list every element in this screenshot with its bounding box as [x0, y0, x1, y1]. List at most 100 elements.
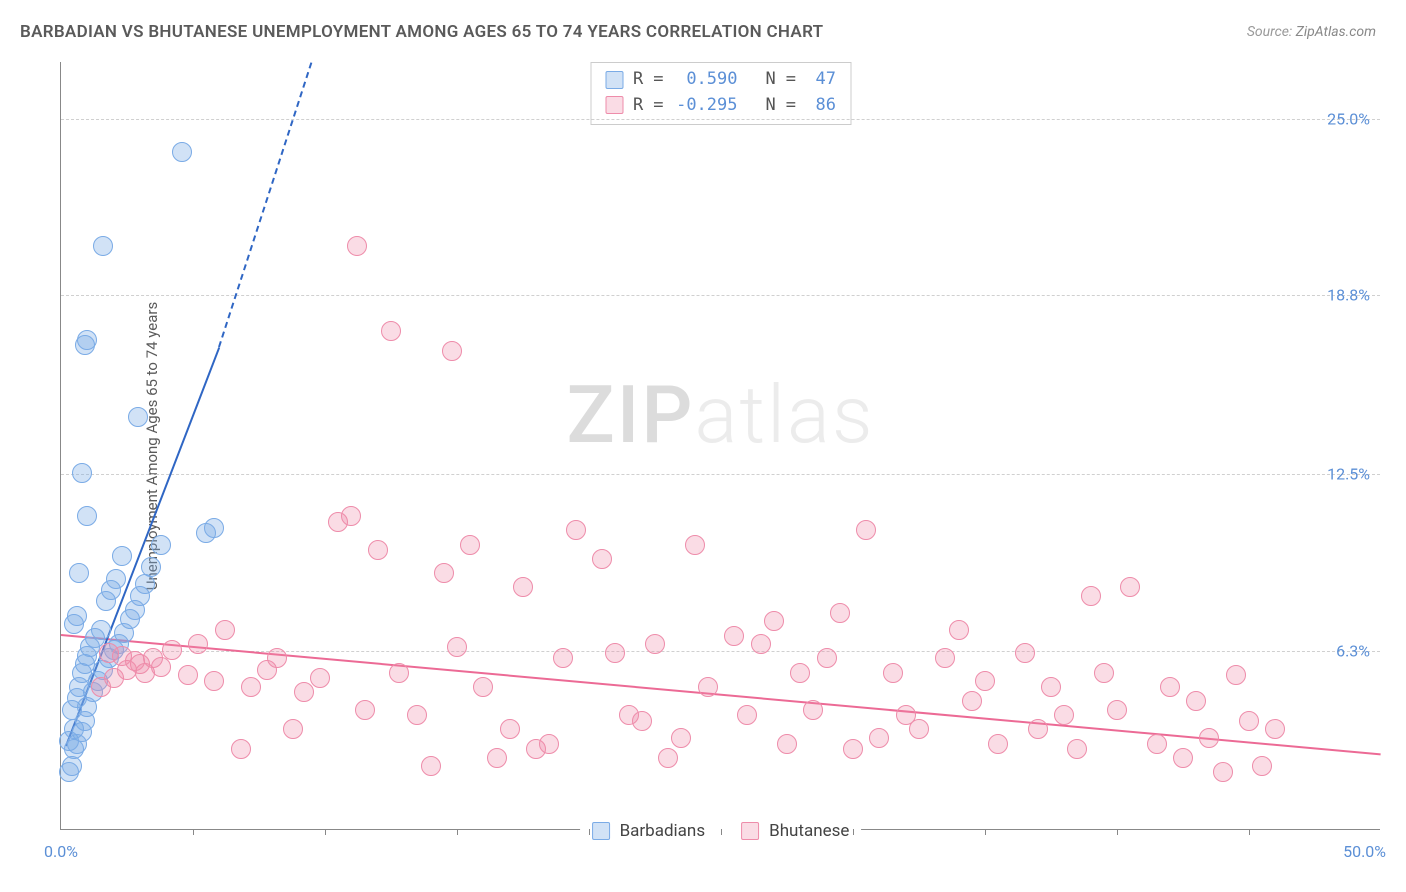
marker-bhutanese: [328, 512, 348, 532]
marker-bhutanese: [1186, 691, 1206, 711]
marker-bhutanese: [125, 651, 145, 671]
marker-barbadians: [112, 546, 132, 566]
marker-bhutanese: [283, 719, 303, 739]
marker-barbadians: [69, 563, 89, 583]
watermark-atlas: atlas: [694, 368, 874, 462]
marker-bhutanese: [658, 748, 678, 768]
source-label: Source:: [1247, 24, 1292, 40]
marker-bhutanese: [473, 677, 493, 697]
y-tick-label: 6.3%: [1336, 641, 1370, 660]
marker-bhutanese: [764, 611, 784, 631]
marker-bhutanese: [231, 739, 251, 759]
marker-bhutanese: [117, 660, 137, 680]
x-tick: [1117, 829, 1118, 835]
x-tick: [457, 829, 458, 835]
marker-barbadians: [77, 330, 97, 350]
marker-bhutanese: [368, 540, 388, 560]
marker-barbadians: [141, 557, 161, 577]
x-tick: [325, 829, 326, 835]
legend-item-barbadians: Barbadians: [592, 821, 706, 841]
marker-bhutanese: [381, 321, 401, 341]
marker-bhutanese: [724, 626, 744, 646]
marker-bhutanese: [988, 734, 1008, 754]
marker-barbadians: [59, 762, 79, 782]
source-value: ZipAtlas.com: [1296, 24, 1376, 40]
gridline: [61, 119, 1380, 120]
legend-r-label: R: [633, 93, 643, 119]
marker-barbadians: [77, 646, 97, 666]
marker-barbadians: [75, 335, 95, 355]
marker-barbadians: [72, 722, 92, 742]
marker-barbadians: [75, 654, 95, 674]
marker-bhutanese: [975, 671, 995, 691]
swatch-bhutanese: [605, 96, 623, 114]
scatter-plot-area: ZIPatlas R = 0.590 N = 47 R = -0.295 N =…: [60, 62, 1380, 830]
marker-bhutanese: [1041, 677, 1061, 697]
legend-n-value-0: 47: [806, 67, 836, 93]
x-tick: [853, 829, 854, 835]
legend-n-label: N: [766, 67, 776, 93]
marker-bhutanese: [241, 677, 261, 697]
marker-barbadians: [172, 142, 192, 162]
marker-barbadians: [64, 614, 84, 634]
legend-row-bhutanese: R = -0.295 N = 86: [605, 93, 836, 119]
marker-barbadians: [196, 523, 216, 543]
marker-bhutanese: [566, 520, 586, 540]
marker-bhutanese: [1252, 756, 1272, 776]
marker-barbadians: [80, 637, 100, 657]
marker-bhutanese: [407, 705, 427, 725]
marker-bhutanese: [447, 637, 467, 657]
marker-bhutanese: [355, 700, 375, 720]
marker-bhutanese: [526, 739, 546, 759]
legend-n-value-1: 86: [806, 93, 836, 119]
marker-barbadians: [120, 609, 140, 629]
marker-bhutanese: [91, 677, 111, 697]
marker-barbadians: [77, 506, 97, 526]
marker-barbadians: [204, 518, 224, 538]
marker-barbadians: [125, 600, 145, 620]
marker-bhutanese: [1054, 705, 1074, 725]
marker-bhutanese: [737, 705, 757, 725]
legend-eq: =: [653, 93, 663, 119]
legend-n-label: N: [766, 93, 776, 119]
marker-barbadians: [67, 606, 87, 626]
marker-bhutanese: [130, 654, 150, 674]
x-tick: [985, 829, 986, 835]
x-min-label: 0.0%: [44, 842, 78, 861]
y-tick-label: 25.0%: [1327, 109, 1370, 128]
marker-bhutanese: [896, 705, 916, 725]
marker-bhutanese: [421, 756, 441, 776]
marker-bhutanese: [513, 577, 533, 597]
marker-bhutanese: [500, 719, 520, 739]
gridline: [61, 474, 1380, 475]
marker-bhutanese: [1213, 762, 1233, 782]
x-tick: [721, 829, 722, 835]
legend-item-bhutanese: Bhutanese: [741, 821, 849, 841]
legend-eq: =: [653, 67, 663, 93]
legend-r-value-1: -0.295: [674, 93, 738, 119]
marker-bhutanese: [135, 663, 155, 683]
marker-bhutanese: [883, 663, 903, 683]
marker-bhutanese: [215, 620, 235, 640]
marker-barbadians: [151, 535, 171, 555]
marker-bhutanese: [434, 563, 454, 583]
marker-barbadians: [62, 756, 82, 776]
source-attribution: Source: ZipAtlas.com: [1247, 24, 1376, 40]
marker-bhutanese: [442, 341, 462, 361]
marker-bhutanese: [539, 734, 559, 754]
marker-bhutanese: [843, 739, 863, 759]
legend-row-barbadians: R = 0.590 N = 47: [605, 67, 836, 93]
x-tick: [1249, 829, 1250, 835]
watermark-zip: ZIP: [567, 368, 695, 462]
marker-bhutanese: [310, 668, 330, 688]
y-tick-label: 18.8%: [1327, 286, 1370, 305]
marker-barbadians: [128, 407, 148, 427]
marker-bhutanese: [1067, 739, 1087, 759]
marker-bhutanese: [632, 711, 652, 731]
marker-bhutanese: [605, 643, 625, 663]
marker-bhutanese: [1160, 677, 1180, 697]
marker-bhutanese: [962, 691, 982, 711]
marker-bhutanese: [790, 663, 810, 683]
marker-bhutanese: [619, 705, 639, 725]
legend-eq: =: [786, 93, 796, 119]
